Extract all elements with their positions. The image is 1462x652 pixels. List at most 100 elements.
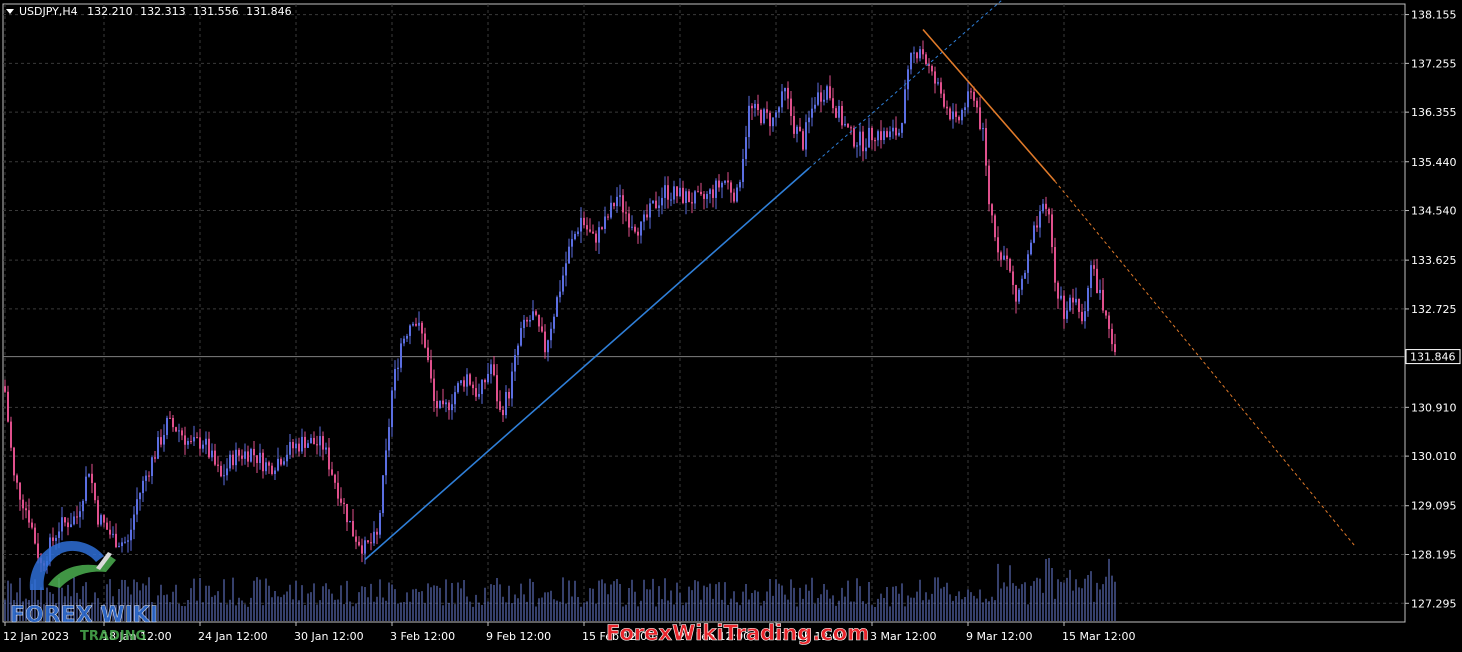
candle-body — [625, 212, 627, 214]
candle-body — [274, 470, 276, 475]
candle-body — [847, 123, 849, 128]
time-axis: 12 Jan 2023 18 Jan 12:00 24 Jan 12:00 30 Ja… — [3, 622, 1135, 643]
x-tick-label: 30 Jan 12:00 — [294, 630, 364, 643]
candle-body — [757, 103, 759, 110]
candle-body — [73, 516, 75, 525]
candle-body — [832, 98, 834, 109]
candle-body — [715, 180, 717, 198]
low-value: 131.556 — [193, 5, 239, 18]
candle-body — [451, 404, 453, 411]
candle-body — [970, 91, 972, 93]
candle-body — [256, 455, 258, 463]
candle-body — [739, 181, 741, 188]
candle-body — [934, 71, 936, 84]
candle-body — [289, 442, 291, 455]
candle-body — [895, 127, 897, 136]
candle-body — [535, 311, 537, 315]
candle-body — [478, 394, 480, 397]
candle-body — [853, 127, 855, 147]
candle-body — [325, 447, 327, 450]
candle-body — [358, 541, 360, 546]
candle-body — [28, 510, 30, 523]
candle-body — [67, 522, 69, 528]
x-tick-label: 15 Mar 12:00 — [1062, 630, 1135, 643]
candle-body — [751, 105, 753, 109]
candle-body — [817, 92, 819, 105]
candle-body — [13, 447, 15, 476]
candle-body — [1081, 311, 1083, 322]
candle-body — [661, 197, 663, 206]
candle-body — [943, 93, 945, 107]
candle-body — [727, 180, 729, 183]
dropdown-triangle-icon[interactable] — [6, 9, 14, 14]
candle-body — [595, 233, 597, 243]
candle-body — [769, 112, 771, 127]
candle-body — [277, 458, 279, 471]
candle-body — [976, 100, 978, 108]
candle-body — [1021, 278, 1023, 290]
candle-body — [553, 316, 555, 329]
candle-body — [193, 437, 195, 442]
candle-body — [1099, 289, 1101, 294]
candle-body — [1018, 289, 1020, 302]
candle-body — [1093, 265, 1095, 269]
candle-body — [811, 108, 813, 118]
current-price-box — [1405, 349, 1461, 365]
candle-body — [337, 482, 339, 499]
trendlines[interactable] — [364, 0, 1356, 561]
candle-body — [418, 322, 420, 326]
candle-body — [964, 107, 966, 110]
candle-body — [601, 227, 603, 229]
candle-body — [433, 378, 435, 402]
y-tick-label: 127.295 — [1411, 597, 1457, 610]
candle-body — [982, 128, 984, 130]
candle-body — [1111, 328, 1113, 345]
candle-body — [862, 131, 864, 152]
candle-body — [322, 436, 324, 450]
candle-body — [793, 115, 795, 134]
candle-body — [379, 512, 381, 535]
candle-body — [655, 200, 657, 209]
close-value: 131.846 — [246, 5, 292, 18]
candle-body — [127, 540, 129, 542]
candle-body — [112, 533, 114, 535]
candle-body — [334, 474, 336, 483]
candle-body — [19, 482, 21, 500]
candle-body — [268, 462, 270, 466]
candle-body — [178, 430, 180, 432]
candle-body — [31, 522, 33, 528]
candle-body — [91, 473, 93, 484]
candle-body — [421, 322, 423, 334]
candle-body — [1054, 247, 1056, 283]
candle-body — [703, 194, 705, 199]
candle-body — [607, 216, 609, 218]
candle-body — [100, 515, 102, 525]
x-tick-label: 24 Jan 12:00 — [198, 630, 268, 643]
candle-body — [658, 205, 660, 209]
current-price-label: 131.846 — [1410, 351, 1456, 364]
candle-body — [712, 189, 714, 198]
candle-body — [1087, 288, 1089, 312]
candle-body — [424, 333, 426, 348]
candle-body — [199, 437, 201, 449]
candle-body — [961, 109, 963, 121]
candle-body — [484, 379, 486, 383]
candle-body — [427, 347, 429, 361]
candle-body — [622, 195, 624, 213]
candle-body — [241, 455, 243, 459]
candle-body — [916, 52, 918, 59]
candle-body — [370, 542, 372, 544]
candle-body — [481, 379, 483, 395]
site-watermark: ForexWikiTrading.com — [606, 621, 869, 645]
candle-body — [736, 187, 738, 202]
candle-body — [763, 109, 765, 124]
candle-body — [574, 233, 576, 240]
candle-body — [883, 131, 885, 141]
candle-body — [772, 117, 774, 127]
candle-body — [361, 545, 363, 554]
candle-body — [115, 533, 117, 548]
chart-grid — [2, 3, 1406, 623]
candle-body — [172, 418, 174, 428]
candle-body — [634, 226, 636, 232]
